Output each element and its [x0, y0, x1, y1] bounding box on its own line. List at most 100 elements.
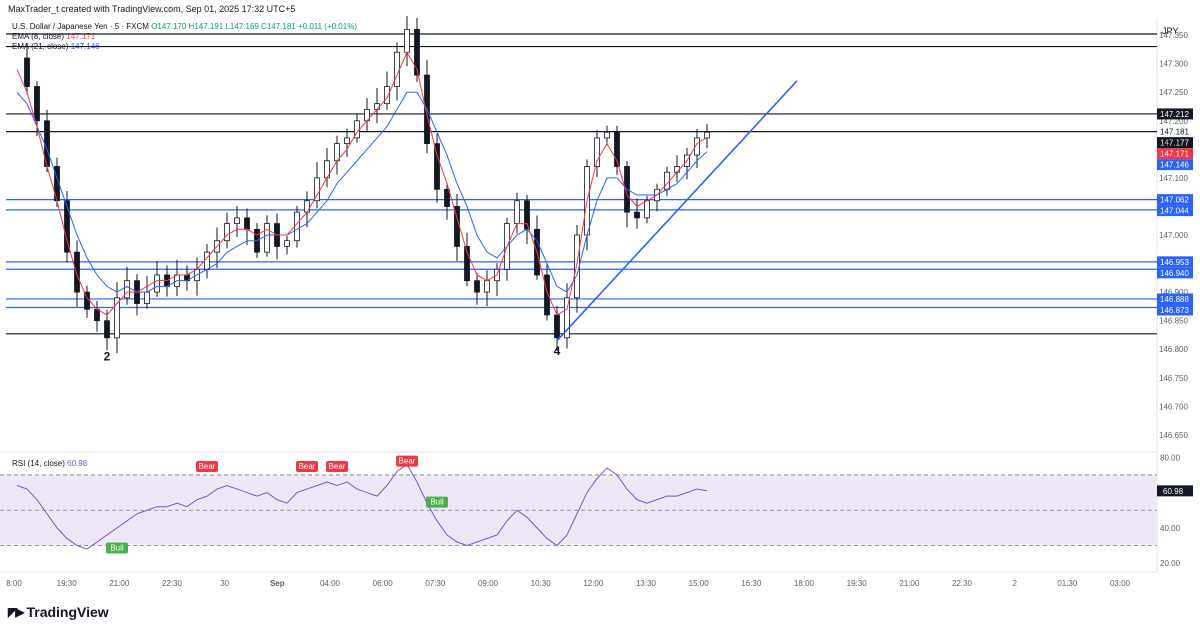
divergence-label-text: Bear: [199, 462, 216, 471]
candle-bull: [514, 200, 520, 224]
bear-divergence-label: [396, 455, 418, 467]
divergence-label-text: Bear: [399, 457, 416, 466]
rsi-line: [16, 463, 708, 550]
ema8-legend-row[interactable]: EMA (8, close) 147.171: [12, 32, 357, 42]
candle-bear: [434, 143, 440, 190]
time-tick-label: 2: [1012, 579, 1017, 588]
candle-bull: [284, 240, 290, 247]
price-label-text: 147.171: [1160, 150, 1189, 159]
price-label-text: 146.953: [1160, 258, 1189, 267]
rsi-legend-value: 60.98: [67, 459, 88, 468]
price-label-text: 146.940: [1160, 269, 1189, 278]
price-label-text: 147.146: [1160, 161, 1189, 170]
tradingview-logo-text: TradingView: [26, 604, 109, 620]
symbol-legend-row[interactable]: U.S. Dollar / Japanese Yen · 5 · FXCM O1…: [12, 22, 357, 32]
candle-bull: [384, 86, 390, 105]
price-tick-label: 147.350: [1159, 31, 1188, 40]
candle-bull: [234, 217, 240, 224]
price-label-box: [1157, 194, 1193, 206]
ema8-line: [16, 51, 708, 316]
candle-bull: [564, 297, 570, 339]
candle-bull: [674, 166, 680, 173]
candle-bull: [404, 29, 410, 53]
tradingview-logo-icon: ◤▶: [8, 605, 25, 619]
candle-bull: [664, 171, 670, 190]
candle-bull: [484, 280, 490, 293]
price-tick-label: 147.300: [1159, 60, 1188, 69]
divergence-label-text: Bull: [430, 498, 444, 507]
time-tick-label: 19:30: [57, 579, 78, 588]
price-tick-label: 146.700: [1159, 402, 1188, 411]
candle-bear: [94, 308, 100, 322]
time-tick-label: 19:30: [847, 579, 868, 588]
candle-bear: [74, 251, 80, 293]
price-tick-label: 146.750: [1159, 374, 1188, 383]
ema21-line: [16, 91, 708, 293]
candle-bear: [634, 211, 640, 219]
ema8-label: EMA (8, close): [12, 32, 65, 41]
price-label-text: 147.044: [1160, 207, 1189, 216]
candle-bull: [374, 103, 380, 110]
price-tick-label: 146.850: [1159, 317, 1188, 326]
time-tick-label: 09:00: [478, 579, 499, 588]
rsi-tick-label: 20.00: [1160, 559, 1181, 568]
divergence-label-text: Bull: [110, 543, 124, 552]
time-tick-label: 01:30: [1057, 579, 1078, 588]
candle-bear: [614, 131, 620, 167]
candle-bull: [644, 200, 650, 219]
rsi-value-box: [1157, 485, 1193, 497]
bear-divergence-label: [296, 460, 318, 472]
price-label-text: 147.062: [1160, 196, 1189, 205]
candle-bear: [64, 200, 70, 253]
divergence-label-text: Bear: [299, 462, 316, 471]
candle-bear: [444, 188, 450, 207]
time-tick-label: 15:00: [689, 579, 710, 588]
price-label-box: [1157, 108, 1193, 120]
price-label-box: [1157, 159, 1193, 171]
candle-bear: [414, 29, 420, 76]
time-tick-label: 07:30: [425, 579, 446, 588]
bear-divergence-label: [196, 460, 218, 472]
time-tick-label: 22:30: [952, 579, 973, 588]
candle-bull: [694, 137, 700, 156]
price-label-text: 146.873: [1160, 306, 1189, 315]
time-tick-label: 8:00: [6, 579, 22, 588]
price-label-text: 147.181: [1160, 128, 1189, 137]
tradingview-logo: ◤▶ TradingView: [8, 604, 109, 620]
bull-divergence-label: [426, 496, 448, 508]
candle-bear: [34, 86, 40, 122]
candle-bull: [594, 137, 600, 167]
currency-label[interactable]: JPY: [1162, 26, 1179, 36]
candle-bull: [304, 200, 310, 213]
candle-bull: [604, 131, 610, 139]
rsi-label: RSI (14, close): [12, 459, 65, 468]
candle-bull: [154, 274, 160, 293]
price-tick-label: 147.100: [1159, 174, 1188, 183]
time-tick-label: 04:00: [320, 579, 341, 588]
price-label-box: [1157, 293, 1193, 305]
time-tick-label: 12:00: [583, 579, 604, 588]
candle-bear: [244, 217, 250, 230]
price-tick-label: 146.650: [1159, 431, 1188, 440]
bull-divergence-label: [106, 542, 128, 554]
bar-countdown: 02:39: [1160, 137, 1181, 146]
price-tick-label: 146.900: [1159, 288, 1188, 297]
rsi-tick-label: 80.00: [1160, 453, 1181, 462]
time-tick-label: 21:00: [899, 579, 920, 588]
price-label-box: [1157, 267, 1193, 279]
price-tick-label: 147.250: [1159, 88, 1188, 97]
candle-bull: [144, 291, 150, 304]
ohlc-values: O147.170 H147.191 L147.169 C147.181 +0.0…: [151, 22, 357, 31]
ema8-value: 147.171: [66, 32, 96, 41]
rsi-legend[interactable]: RSI (14, close) 60.98: [12, 459, 87, 468]
time-tick-label: 21:00: [109, 579, 130, 588]
candle-bull: [124, 280, 130, 299]
candle-bull: [394, 51, 400, 87]
price-tick-label: 146.800: [1159, 345, 1188, 354]
price-label-text: 147.177: [1160, 139, 1189, 148]
candle-bull: [204, 251, 210, 270]
candle-bear: [474, 280, 480, 293]
price-tick-label: 147.000: [1159, 231, 1188, 240]
candle-bull: [704, 131, 710, 139]
